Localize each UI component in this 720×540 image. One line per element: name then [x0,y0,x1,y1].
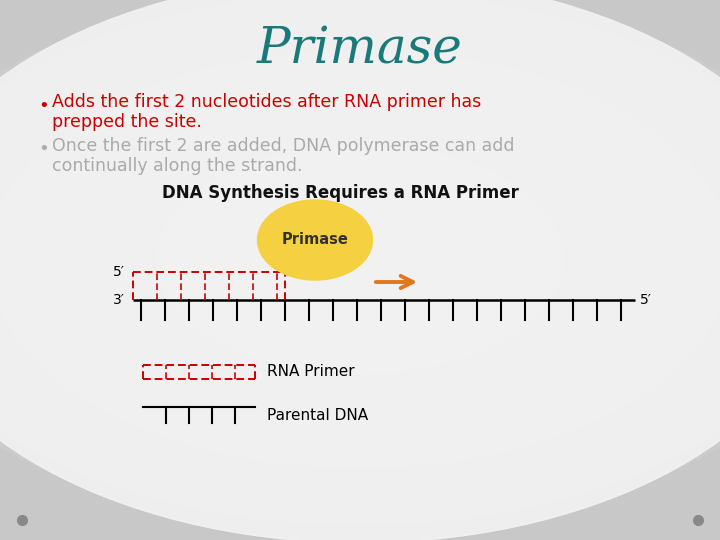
Text: RNA Primer: RNA Primer [267,364,355,380]
Ellipse shape [208,174,512,345]
Text: 5′: 5′ [113,265,125,279]
Text: •: • [38,97,49,115]
Ellipse shape [0,3,720,516]
Text: continually along the strand.: continually along the strand. [52,157,302,175]
Ellipse shape [0,0,720,525]
Ellipse shape [73,98,647,421]
Ellipse shape [258,200,372,280]
Ellipse shape [310,231,410,288]
Ellipse shape [56,88,664,430]
Ellipse shape [107,117,613,402]
Ellipse shape [242,193,478,326]
Text: prepped the site.: prepped the site. [52,113,202,131]
Ellipse shape [0,31,720,487]
Text: 5′: 5′ [640,293,652,307]
Ellipse shape [0,12,720,506]
Ellipse shape [192,164,528,354]
Ellipse shape [124,126,596,392]
Ellipse shape [0,50,720,468]
Ellipse shape [343,249,377,269]
Ellipse shape [225,183,495,335]
Text: Primase: Primase [282,233,348,247]
Text: •: • [38,140,49,158]
Ellipse shape [276,212,444,307]
Text: Once the first 2 are added, DNA polymerase can add: Once the first 2 are added, DNA polymera… [52,137,515,155]
Ellipse shape [174,155,546,363]
Ellipse shape [326,240,394,278]
Ellipse shape [140,136,580,383]
Text: DNA Synthesis Requires a RNA Primer: DNA Synthesis Requires a RNA Primer [161,184,518,202]
Ellipse shape [0,22,720,497]
Text: Parental DNA: Parental DNA [267,408,368,422]
Ellipse shape [6,60,714,458]
Ellipse shape [90,107,630,411]
Text: Adds the first 2 nucleotides after RNA primer has: Adds the first 2 nucleotides after RNA p… [52,93,481,111]
Text: 3′: 3′ [113,293,125,307]
Ellipse shape [158,145,562,373]
Ellipse shape [258,202,462,316]
Ellipse shape [292,221,428,297]
Ellipse shape [22,69,698,449]
Text: Primase: Primase [257,25,463,75]
Ellipse shape [39,79,681,440]
Ellipse shape [0,41,720,477]
